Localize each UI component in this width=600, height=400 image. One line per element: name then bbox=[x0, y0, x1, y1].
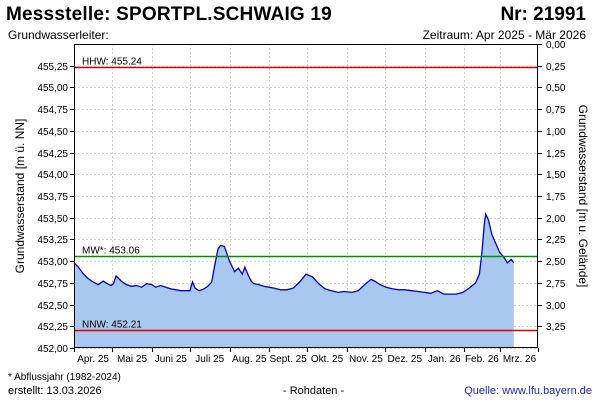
y2-tick-label: 0,25 bbox=[546, 62, 566, 73]
y2-tick-label: 2,50 bbox=[546, 257, 566, 268]
x-tick-label: Sept. 25 bbox=[270, 354, 308, 365]
period-label: Zeitraum: Apr 2025 - Mär 2026 bbox=[422, 28, 586, 42]
y-tick-label: 452,00 bbox=[37, 344, 68, 355]
series-line bbox=[73, 212, 515, 295]
y-tick-label: 454,25 bbox=[37, 149, 68, 160]
aquifer-label: Grundwasserleiter: bbox=[8, 28, 109, 42]
x-tick-label: Okt. 25 bbox=[311, 354, 344, 365]
x-axis: Apr. 25 Mai 25 Juni 25 Juli 25 Aug. 25 Sept. … bbox=[74, 348, 539, 365]
x-tick-label: Apr. 25 bbox=[77, 354, 109, 365]
reference-line-label: HHW: 455.24 bbox=[82, 57, 142, 68]
y-axis-right: 0,00 0,25 0,50 0,75 1,00 1,25 1,50 1,75 2,00 2,25… bbox=[538, 40, 566, 333]
y2-axis-title: Grundwasserstand [m u. Gelände] bbox=[576, 105, 590, 288]
x-tick-label: Mai 25 bbox=[117, 354, 147, 365]
x-tick-label: Mrz. 26 bbox=[503, 354, 537, 365]
y2-tick-label: 0,75 bbox=[546, 105, 566, 116]
footnote: * Abflussjahr (1982-2024) bbox=[8, 372, 121, 383]
y2-tick-label: 1,50 bbox=[546, 170, 566, 181]
x-tick-label: Aug. 25 bbox=[232, 354, 267, 365]
x-tick-label: Feb. 26 bbox=[465, 354, 499, 365]
y2-tick-label: 3,25 bbox=[546, 322, 566, 333]
x-tick-label: Dez. 25 bbox=[388, 354, 423, 365]
station-number: Nr: 21991 bbox=[500, 4, 586, 25]
x-tick-label: Juni 25 bbox=[155, 354, 188, 365]
y2-tick-label: 2,75 bbox=[546, 279, 566, 290]
chart-title: Messstelle: SPORTPL.SCHWAIG 19 bbox=[6, 4, 332, 25]
y2-tick-label: 1,25 bbox=[546, 149, 566, 160]
y2-tick-label: 1,75 bbox=[546, 192, 566, 203]
source-link[interactable]: Quelle: www.lfu.bayern.de bbox=[464, 385, 592, 397]
y-tick-label: 455,00 bbox=[37, 83, 68, 94]
y-axis-title: Grundwasserstand [m ü. NN] bbox=[13, 119, 27, 274]
series-area bbox=[74, 214, 514, 348]
created-date: erstellt: 13.03.2026 bbox=[8, 385, 102, 397]
x-tick-label: Juli 25 bbox=[195, 354, 224, 365]
y2-tick-label: 2,25 bbox=[546, 235, 566, 246]
y-tick-label: 453,50 bbox=[37, 214, 68, 225]
y-tick-label: 453,25 bbox=[37, 235, 68, 246]
y2-tick-label: 2,00 bbox=[546, 214, 566, 225]
y-tick-label: 454,50 bbox=[37, 127, 68, 138]
raw-data-note: - Rohdaten - bbox=[283, 385, 345, 397]
y-tick-label: 452,75 bbox=[37, 279, 68, 290]
reference-line-label: MW*: 453.06 bbox=[82, 246, 140, 257]
plot-frame bbox=[74, 44, 538, 348]
y-tick-label: 454,75 bbox=[37, 105, 68, 116]
y-tick-label: 452,25 bbox=[37, 322, 68, 333]
y-tick-label: 454,00 bbox=[37, 170, 68, 181]
y-axis-left: 455,25 455,00 454,75 454,50 454,25 454,00 453,… bbox=[37, 62, 74, 355]
y-tick-label: 453,00 bbox=[37, 257, 68, 268]
y-tick-label: 452,50 bbox=[37, 301, 68, 312]
y2-tick-label: 1,00 bbox=[546, 127, 566, 138]
x-tick-label: Jan. 26 bbox=[428, 354, 461, 365]
x-tick-label: Nov. 25 bbox=[349, 354, 383, 365]
reference-lines: HHW: 455.24 MW*: 453.06 NNW: 452.21 bbox=[74, 57, 538, 332]
y2-tick-label: 0,50 bbox=[546, 83, 566, 94]
y-tick-label: 455,25 bbox=[37, 62, 68, 73]
y-tick-label: 453,75 bbox=[37, 192, 68, 203]
y2-tick-label: 0,00 bbox=[546, 40, 566, 51]
reference-line-label: NNW: 452.21 bbox=[82, 320, 142, 331]
y2-tick-label: 3,00 bbox=[546, 301, 566, 312]
